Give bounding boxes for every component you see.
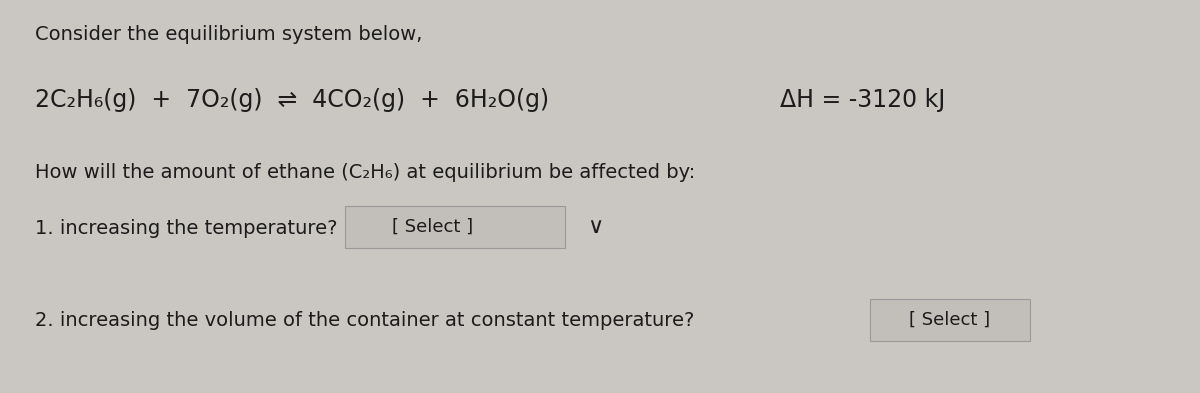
Text: [ Select ]: [ Select ] (910, 311, 990, 329)
Text: How will the amount of ethane (C₂H₆) at equilibrium be affected by:: How will the amount of ethane (C₂H₆) at … (35, 163, 695, 182)
Text: ∨: ∨ (587, 217, 604, 237)
FancyBboxPatch shape (870, 299, 1030, 341)
Text: 2. increasing the volume of the container at constant temperature?: 2. increasing the volume of the containe… (35, 312, 695, 331)
Text: 2C₂H₆(g)  +  7O₂(g)  ⇌  4CO₂(g)  +  6H₂O(g): 2C₂H₆(g) + 7O₂(g) ⇌ 4CO₂(g) + 6H₂O(g) (35, 88, 550, 112)
Text: 1. increasing the temperature?: 1. increasing the temperature? (35, 219, 337, 237)
Text: Consider the equilibrium system below,: Consider the equilibrium system below, (35, 25, 422, 44)
FancyBboxPatch shape (346, 206, 565, 248)
Text: ΔH = -3120 kJ: ΔH = -3120 kJ (780, 88, 946, 112)
Text: [ Select ]: [ Select ] (392, 218, 474, 236)
